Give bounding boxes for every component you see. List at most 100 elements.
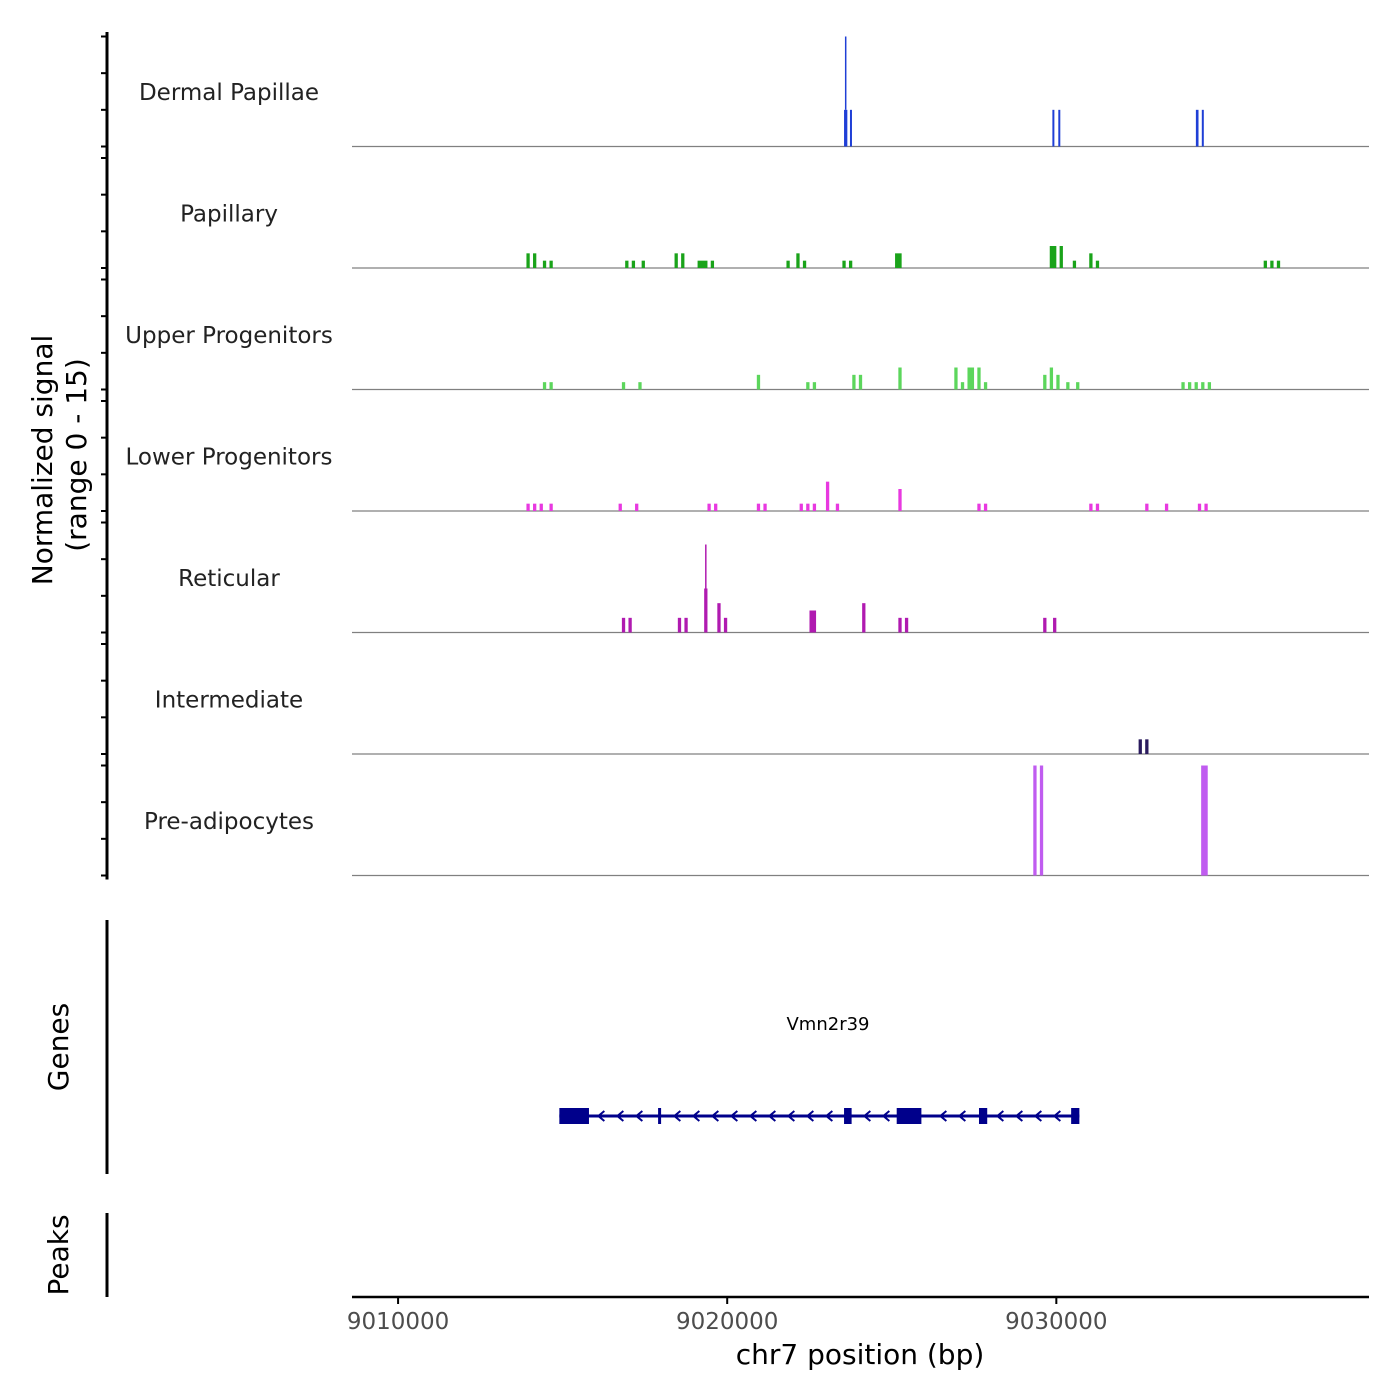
signal-peak — [898, 617, 902, 633]
strand-arrow — [1033, 1110, 1042, 1122]
strand-arrow — [729, 1110, 738, 1122]
signal-peak — [641, 260, 645, 268]
x-tick-label: 9030000 — [1005, 1309, 1107, 1335]
strand-arrow — [824, 1110, 833, 1122]
signal-peak — [549, 260, 553, 268]
signal-peak — [849, 109, 852, 147]
signal-peak — [786, 260, 790, 268]
signal-peak — [1263, 260, 1267, 268]
signal-peak — [542, 382, 547, 390]
signal-peak — [714, 503, 718, 511]
track-lower-progenitors: Lower Progenitors — [126, 445, 1369, 512]
signal-peak — [1052, 109, 1055, 147]
signal-peak — [862, 603, 866, 633]
signal-peak — [1138, 739, 1142, 754]
signal-peak — [1164, 503, 1169, 511]
track-reticular: Reticular — [178, 544, 1369, 634]
signal-peak — [1270, 260, 1274, 268]
signal-peak — [684, 617, 688, 633]
signal-peak — [960, 382, 965, 390]
signal-peak — [842, 260, 846, 268]
strand-arrow — [995, 1110, 1004, 1122]
strand-arrow — [1014, 1110, 1023, 1122]
signal-peak — [1043, 617, 1047, 633]
signal-peak — [707, 503, 711, 511]
track-label: Dermal Papillae — [139, 80, 319, 106]
strand-arrow — [748, 1110, 757, 1122]
signal-peak — [835, 503, 840, 511]
signal-peak — [898, 489, 902, 511]
signal-peak — [549, 503, 553, 511]
gene-name-label: Vmn2r39 — [786, 1014, 869, 1035]
signal-peak — [1076, 382, 1080, 390]
track-pre-adipocytes: Pre-adipocytes — [144, 765, 1369, 877]
strand-arrow — [786, 1110, 795, 1122]
signal-peak — [844, 109, 848, 147]
track-label: Pre-adipocytes — [144, 809, 314, 835]
track-intermediate: Intermediate — [155, 688, 1369, 755]
signal-peak — [674, 253, 678, 268]
signal-peak — [983, 382, 988, 390]
signal-peak — [799, 503, 803, 511]
signal-peak — [806, 503, 810, 511]
signal-peak — [895, 253, 902, 268]
signal-peak — [802, 260, 807, 268]
track-label: Papillary — [180, 202, 278, 228]
x-tick-label: 9010000 — [347, 1309, 449, 1335]
signal-peak — [1197, 503, 1202, 511]
track-label: Reticular — [178, 566, 280, 592]
gene-exon — [559, 1108, 589, 1124]
strand-arrow — [862, 1110, 871, 1122]
x-axis-ticks: 9010000 9020000 9030000 — [347, 1297, 1108, 1335]
strand-arrow — [634, 1110, 643, 1122]
signal-peak — [852, 374, 856, 390]
signal-peak — [1033, 765, 1037, 876]
signal-peak — [1089, 253, 1093, 268]
track-upper-progenitors: Upper Progenitors — [125, 323, 1369, 391]
signal-peak — [628, 617, 632, 633]
signal-peak — [1053, 617, 1057, 633]
strand-arrow — [1052, 1110, 1061, 1122]
signal-peak — [1145, 739, 1149, 754]
signal-peak — [1207, 382, 1212, 390]
signal-peak — [1194, 382, 1198, 390]
signal-peak — [533, 253, 537, 268]
gene-exon — [896, 1108, 922, 1124]
peaks-axis-label: Peaks — [42, 1214, 75, 1295]
signal-peak — [898, 367, 902, 390]
signal-peak — [549, 382, 553, 390]
signal-peak — [954, 367, 958, 390]
signal-peak — [756, 374, 761, 390]
signal-axis-label-line1: Normalized signal — [26, 335, 59, 586]
signal-peak — [1089, 503, 1093, 511]
signal-peak — [1187, 382, 1192, 390]
signal-peak — [812, 382, 817, 390]
signal-peak — [621, 382, 626, 390]
signal-peak — [763, 503, 767, 511]
signal-peak — [526, 253, 530, 268]
signal-peak — [638, 382, 642, 390]
signal-peak — [533, 503, 537, 511]
strand-arrow — [938, 1110, 947, 1122]
signal-peak — [1049, 246, 1057, 268]
x-axis-label: chr7 position (bp) — [736, 1338, 985, 1371]
signal-peak — [621, 617, 626, 633]
signal-peak — [967, 367, 975, 390]
signal-peak — [1276, 260, 1281, 268]
signal-peak — [1039, 765, 1044, 876]
signal-peak — [625, 260, 629, 268]
strand-arrow — [805, 1110, 814, 1122]
signal-peak — [704, 588, 708, 633]
strand-arrow — [957, 1110, 966, 1122]
signal-peak — [1058, 109, 1061, 147]
signal-peak — [809, 610, 817, 633]
signal-peak — [677, 617, 682, 633]
signal-peak — [858, 374, 863, 390]
strand-arrow — [672, 1110, 681, 1122]
signal-peak — [542, 260, 547, 268]
track-dermal-papillae: Dermal Papillae — [139, 36, 1369, 148]
gene-model — [559, 1108, 1080, 1124]
signal-peak — [723, 617, 728, 633]
signal-axis-label-line2: (range 0 - 15) — [60, 358, 93, 552]
track-label: Intermediate — [155, 688, 303, 714]
